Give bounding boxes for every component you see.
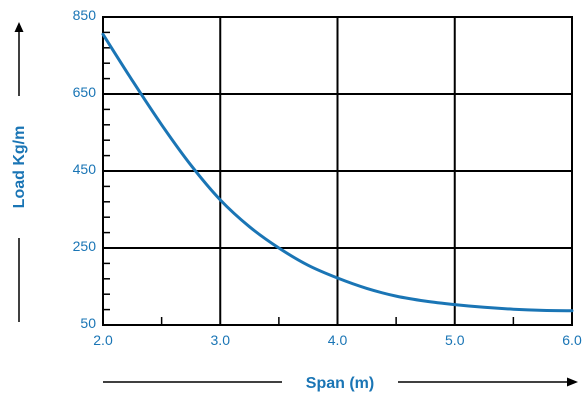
y-tick-label: 250 bbox=[73, 238, 97, 254]
x-tick-label: 3.0 bbox=[211, 332, 231, 348]
x-axis-arrowhead bbox=[567, 377, 578, 387]
x-tick-label: 4.0 bbox=[328, 332, 348, 348]
x-axis-title: Span (m) bbox=[306, 375, 374, 392]
y-tick-label: 850 bbox=[73, 7, 97, 23]
x-tick-label: 2.0 bbox=[93, 332, 113, 348]
series-line-load bbox=[101, 32, 574, 313]
x-tick-labels: 2.0 3.0 4.0 5.0 6.0 bbox=[93, 332, 582, 348]
minor-ticks bbox=[103, 31, 515, 325]
x-tick-label: 5.0 bbox=[445, 332, 465, 348]
y-tick-label: 450 bbox=[73, 161, 97, 177]
plot-frame bbox=[102, 16, 573, 326]
y-axis-arrowhead bbox=[14, 22, 24, 32]
y-tick-labels: 850 650 450 250 50 bbox=[73, 7, 97, 331]
y-tick-label: 650 bbox=[73, 84, 97, 100]
grid-lines bbox=[103, 17, 572, 325]
y-axis-title: Load Kg/m bbox=[11, 126, 28, 209]
x-tick-label: 6.0 bbox=[562, 332, 582, 348]
y-tick-label: 50 bbox=[80, 315, 96, 331]
